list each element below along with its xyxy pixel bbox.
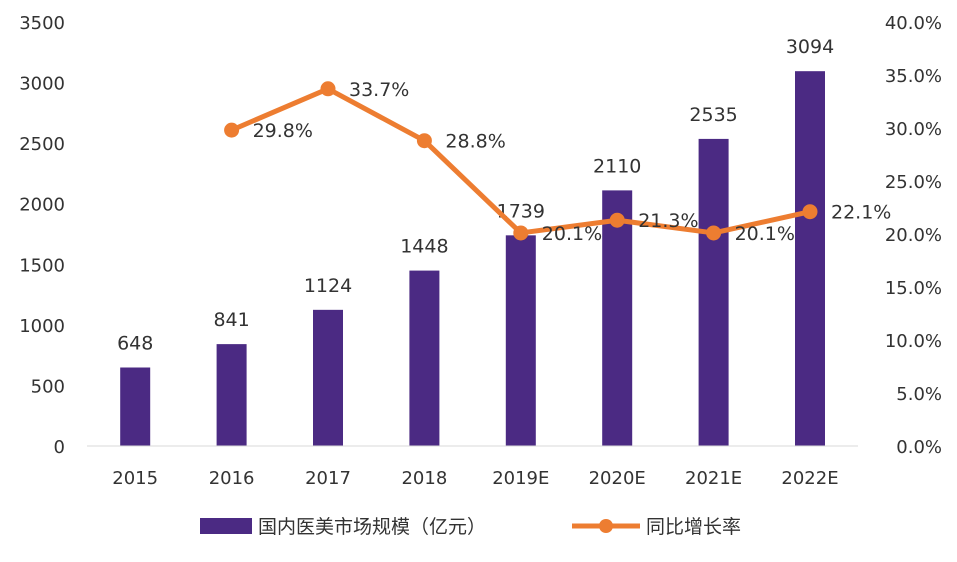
x-tick-label: 2016: [209, 468, 255, 489]
bar: [505, 235, 536, 446]
legend: 国内医美市场规模（亿元） 同比增长率: [200, 516, 741, 538]
bar: [698, 138, 729, 446]
bar: [795, 71, 825, 447]
bar: [602, 190, 633, 446]
line-data-label: 28.8%: [445, 131, 505, 153]
right-tick-label: 10.0%: [885, 331, 942, 352]
line-marker: [802, 204, 818, 220]
bar-series: 648 841 1124 1448 1739 2110 2535 3094: [117, 36, 834, 447]
left-tick-label: 1500: [19, 255, 65, 276]
line-data-label: 21.3%: [638, 210, 698, 232]
line-marker: [224, 122, 240, 138]
line-marker: [513, 225, 529, 241]
bar-data-label: 1448: [400, 236, 448, 258]
right-tick-label: 25.0%: [885, 172, 942, 193]
line-data-label: 29.8%: [253, 120, 313, 142]
bar-data-label: 1124: [304, 275, 352, 297]
bar-data-label: 1739: [497, 200, 545, 222]
line-marker: [706, 225, 722, 241]
line-series: 29.8% 33.7% 28.8% 20.1% 21.3% 20.1% 22.1%: [224, 79, 891, 245]
x-tick-label: 2021E: [685, 468, 742, 489]
bar-data-label: 648: [117, 332, 153, 354]
left-tick-label: 3000: [19, 74, 65, 95]
bar: [409, 270, 440, 446]
right-tick-label: 15.0%: [885, 278, 942, 299]
left-tick-label: 500: [31, 376, 65, 397]
right-tick-label: 0.0%: [896, 437, 942, 458]
legend-bar-label: 国内医美市场规模（亿元）: [258, 516, 486, 538]
line-data-label: 33.7%: [349, 79, 409, 101]
left-tick-label: 1000: [19, 316, 65, 337]
right-tick-label: 35.0%: [885, 66, 942, 87]
x-axis: 2015 2016 2017 2018 2019E 2020E 2021E 2022E: [112, 468, 838, 489]
legend-line-marker: [599, 519, 613, 533]
right-tick-label: 40.0%: [885, 13, 942, 34]
line-marker: [609, 212, 625, 228]
line-data-label: 20.1%: [735, 223, 795, 245]
x-tick-label: 2018: [401, 468, 447, 489]
bar: [313, 309, 343, 446]
legend-bar-swatch: [200, 518, 252, 534]
left-axis: 0 500 1000 1500 2000 2500 3000 3500: [19, 13, 65, 458]
right-tick-label: 30.0%: [885, 119, 942, 140]
right-tick-label: 20.0%: [885, 225, 942, 246]
x-tick-label: 2019E: [492, 468, 549, 489]
legend-line-label: 同比增长率: [646, 516, 741, 538]
right-axis: 0.0% 5.0% 10.0% 15.0% 20.0% 25.0% 30.0% 35.0% 40…: [885, 13, 942, 458]
bar-data-label: 3094: [786, 36, 834, 58]
bar: [216, 344, 247, 446]
x-tick-label: 2022E: [781, 468, 838, 489]
line-data-label: 20.1%: [542, 223, 602, 245]
x-tick-label: 2017: [305, 468, 351, 489]
x-tick-label: 2015: [112, 468, 158, 489]
bar-data-label: 2110: [593, 155, 641, 177]
bar: [120, 367, 151, 446]
left-tick-label: 0: [54, 437, 65, 458]
line-data-label: 22.1%: [831, 202, 891, 224]
bar-data-label: 841: [213, 309, 249, 331]
bar-data-label: 2535: [689, 104, 737, 126]
line-marker: [416, 133, 432, 149]
left-tick-label: 2500: [19, 134, 65, 155]
left-tick-label: 2000: [19, 195, 65, 216]
line-marker: [320, 81, 336, 97]
right-tick-label: 5.0%: [896, 384, 942, 405]
x-tick-label: 2020E: [589, 468, 646, 489]
left-tick-label: 3500: [19, 13, 65, 34]
